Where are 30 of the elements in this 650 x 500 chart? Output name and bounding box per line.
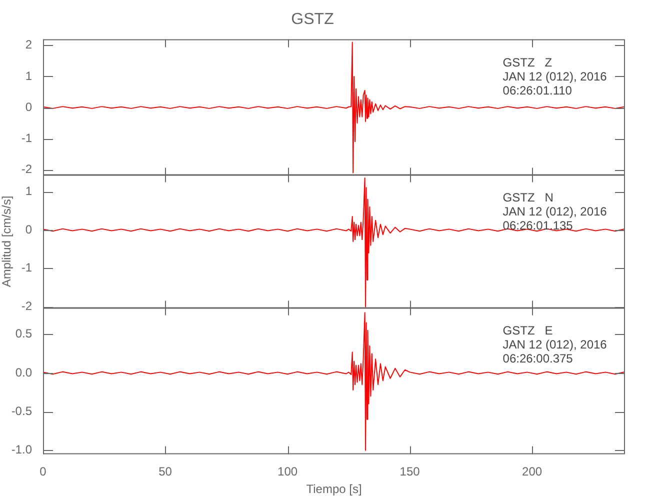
y-tick-label: -1 [21, 130, 32, 145]
x-tick-label: 150 [400, 464, 420, 479]
y-tick-label: -1 [21, 260, 32, 275]
y-tick-label: -1.0 [11, 442, 32, 457]
annotation: GSTZ E [502, 324, 553, 338]
y-tick-label: 0 [25, 222, 32, 236]
y-tick-label: 1 [25, 68, 32, 83]
annotation: JAN 12 (012), 2016 [502, 70, 608, 84]
x-tick-label: 100 [278, 464, 298, 479]
y-tick-label: 0.0 [15, 365, 32, 380]
annotation: 06:26:00.375 [502, 352, 574, 366]
x-tick-label: 200 [522, 464, 542, 479]
x-tick-label: 50 [158, 464, 172, 479]
chart-title: GSTZ [291, 11, 334, 28]
y-axis-title: Amplitud [cm/s/s] [0, 196, 14, 288]
y-tick-label: -2 [21, 299, 32, 314]
y-tick-label: 0 [25, 100, 32, 114]
x-tick-label: 0 [40, 464, 47, 479]
y-tick-label: -0.5 [11, 404, 32, 418]
annotation: GSTZ N [502, 190, 554, 205]
y-tick-label: 0.5 [15, 326, 32, 341]
x-axis-title: Tiempo [s] [306, 482, 362, 496]
y-tick-label: -2 [21, 162, 32, 176]
annotation: JAN 12 (012), 2016 [502, 204, 608, 219]
annotation: 06:26:01.110 [502, 84, 572, 98]
y-tick-label: 2 [25, 38, 32, 52]
annotation: 06:26:01.135 [502, 218, 574, 233]
annotation: JAN 12 (012), 2016 [502, 338, 608, 352]
y-tick-label: 1 [25, 184, 32, 198]
annotation: GSTZ Z [502, 56, 552, 70]
